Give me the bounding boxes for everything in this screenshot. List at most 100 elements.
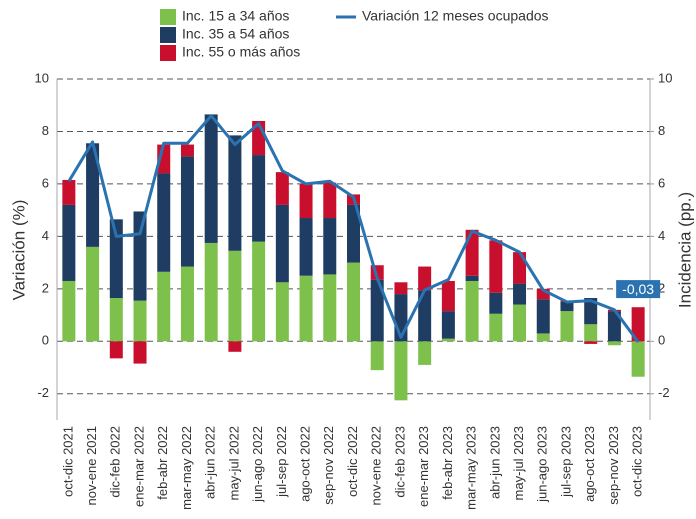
bar-segment xyxy=(536,299,550,334)
bar-segment xyxy=(584,324,598,342)
x-tick-label: ago-oct 2022 xyxy=(297,426,312,502)
bar-segment xyxy=(465,275,479,281)
y-tick-label: 2 xyxy=(42,280,49,295)
bar-segment xyxy=(109,341,123,359)
x-tick-label: abr-jun 2023 xyxy=(487,426,502,499)
y-tick-label: 4 xyxy=(42,228,49,243)
x-tick-label: may-jul 2022 xyxy=(226,426,241,500)
bar-segment xyxy=(394,282,408,295)
bar-segment xyxy=(347,204,360,263)
x-tick-label: sep-nov 2022 xyxy=(321,426,336,505)
bar-segment xyxy=(133,300,147,342)
bar-segment xyxy=(275,282,289,342)
bar-segment xyxy=(180,266,194,342)
bar-segment xyxy=(228,341,242,352)
y2-tick-label: 8 xyxy=(658,123,665,138)
y-tick-label: 6 xyxy=(42,175,49,190)
y-axis-label: Variación (%) xyxy=(9,200,28,301)
bar-segment xyxy=(489,240,503,293)
bar-segment xyxy=(631,307,645,342)
x-tick-label: nov-ene 2022 xyxy=(369,426,384,506)
x-tick-label: dic-feb 2023 xyxy=(392,426,407,498)
bar-segment xyxy=(441,280,455,312)
bar-segment xyxy=(584,298,598,325)
x-tick-label: oct-dic 2023 xyxy=(630,426,645,497)
y-tick-label: 8 xyxy=(42,123,49,138)
y2-tick-label: 6 xyxy=(658,175,665,190)
bar-segment xyxy=(86,246,100,342)
bar-segment xyxy=(299,183,313,219)
legend-swatch xyxy=(160,27,176,43)
bar-segment xyxy=(441,338,455,342)
bar-segment xyxy=(62,179,76,205)
legend-label: Variación 12 meses ocupados xyxy=(362,8,549,24)
bar-segment xyxy=(62,204,76,281)
x-tick-label: ago-oct 2023 xyxy=(582,426,597,502)
bar-segment xyxy=(489,292,503,314)
value-label-box xyxy=(616,280,661,299)
legend-swatch xyxy=(160,45,176,61)
bar-segment xyxy=(607,311,621,342)
bar-segment xyxy=(370,341,384,371)
x-tick-label: oct-dic 2022 xyxy=(345,426,360,497)
x-tick-label: jun-ago 2023 xyxy=(535,426,550,503)
bar-segment xyxy=(607,341,621,346)
bar-segment xyxy=(584,341,598,344)
bar-segment xyxy=(252,241,266,342)
bar-segment xyxy=(299,218,313,276)
bar-segment xyxy=(133,341,147,364)
legend-label: Inc. 15 a 34 años xyxy=(182,8,289,24)
y2-tick-label: 0 xyxy=(658,333,665,348)
legend-label: Inc. 55 o más años xyxy=(182,44,300,60)
bar-segment xyxy=(323,274,337,342)
bar-segment xyxy=(465,280,479,342)
bar-segment xyxy=(228,135,242,251)
y2-axis-label: Incidencia (pp.) xyxy=(675,192,694,308)
bar-segment xyxy=(252,155,266,242)
y2-tick-label: 2 xyxy=(658,280,665,295)
y-tick-label: 0 xyxy=(42,333,49,348)
legend-swatch xyxy=(160,9,176,25)
x-tick-label: mar-may 2023 xyxy=(464,426,479,510)
bar-segment xyxy=(418,290,432,342)
x-tick-label: ene-mar 2022 xyxy=(131,426,146,507)
x-tick-label: feb-abr 2023 xyxy=(440,426,455,500)
bar-segment xyxy=(370,279,384,342)
line xyxy=(67,114,640,343)
bar-segment xyxy=(513,283,527,305)
bar-segment xyxy=(489,313,503,342)
bar-segment xyxy=(275,204,289,283)
bar-segment xyxy=(513,304,527,342)
x-tick-label: nov-ene 2021 xyxy=(84,426,99,506)
x-tick-label: may-jul 2023 xyxy=(511,426,526,500)
bar-segment xyxy=(418,341,432,365)
x-tick-label: ene-mar 2023 xyxy=(416,426,431,507)
bar-segment xyxy=(62,280,76,342)
bar-segment xyxy=(536,333,550,342)
y-tick-label: -2 xyxy=(37,385,49,400)
bar-segment xyxy=(204,242,218,342)
x-tick-label: oct-dic 2021 xyxy=(60,426,75,497)
bar-segment xyxy=(180,144,194,157)
x-tick-label: feb-abr 2022 xyxy=(155,426,170,500)
bar-segment xyxy=(441,311,455,339)
bar-segment xyxy=(560,301,574,312)
bar-segment xyxy=(180,156,194,267)
x-tick-label: jun-ago 2022 xyxy=(250,426,265,503)
x-tick-label: dic-feb 2022 xyxy=(108,426,123,498)
y-tick-label: 10 xyxy=(35,70,49,85)
x-tick-label: jul-sep 2022 xyxy=(274,426,289,498)
bar-segment xyxy=(323,182,337,219)
x-tick-label: abr-jun 2022 xyxy=(203,426,218,499)
y2-tick-label: 4 xyxy=(658,228,665,243)
value-label: -0,03 xyxy=(622,281,654,297)
bar-segment xyxy=(157,173,171,272)
bar-segment xyxy=(536,288,550,300)
bar-segment xyxy=(631,341,645,377)
bar-segment xyxy=(275,172,289,205)
legend-label: Inc. 35 a 54 años xyxy=(182,26,289,42)
bar-segment xyxy=(157,271,171,342)
bar-segment xyxy=(109,298,123,342)
bar-segment xyxy=(323,218,337,275)
bar-segment xyxy=(394,341,408,401)
